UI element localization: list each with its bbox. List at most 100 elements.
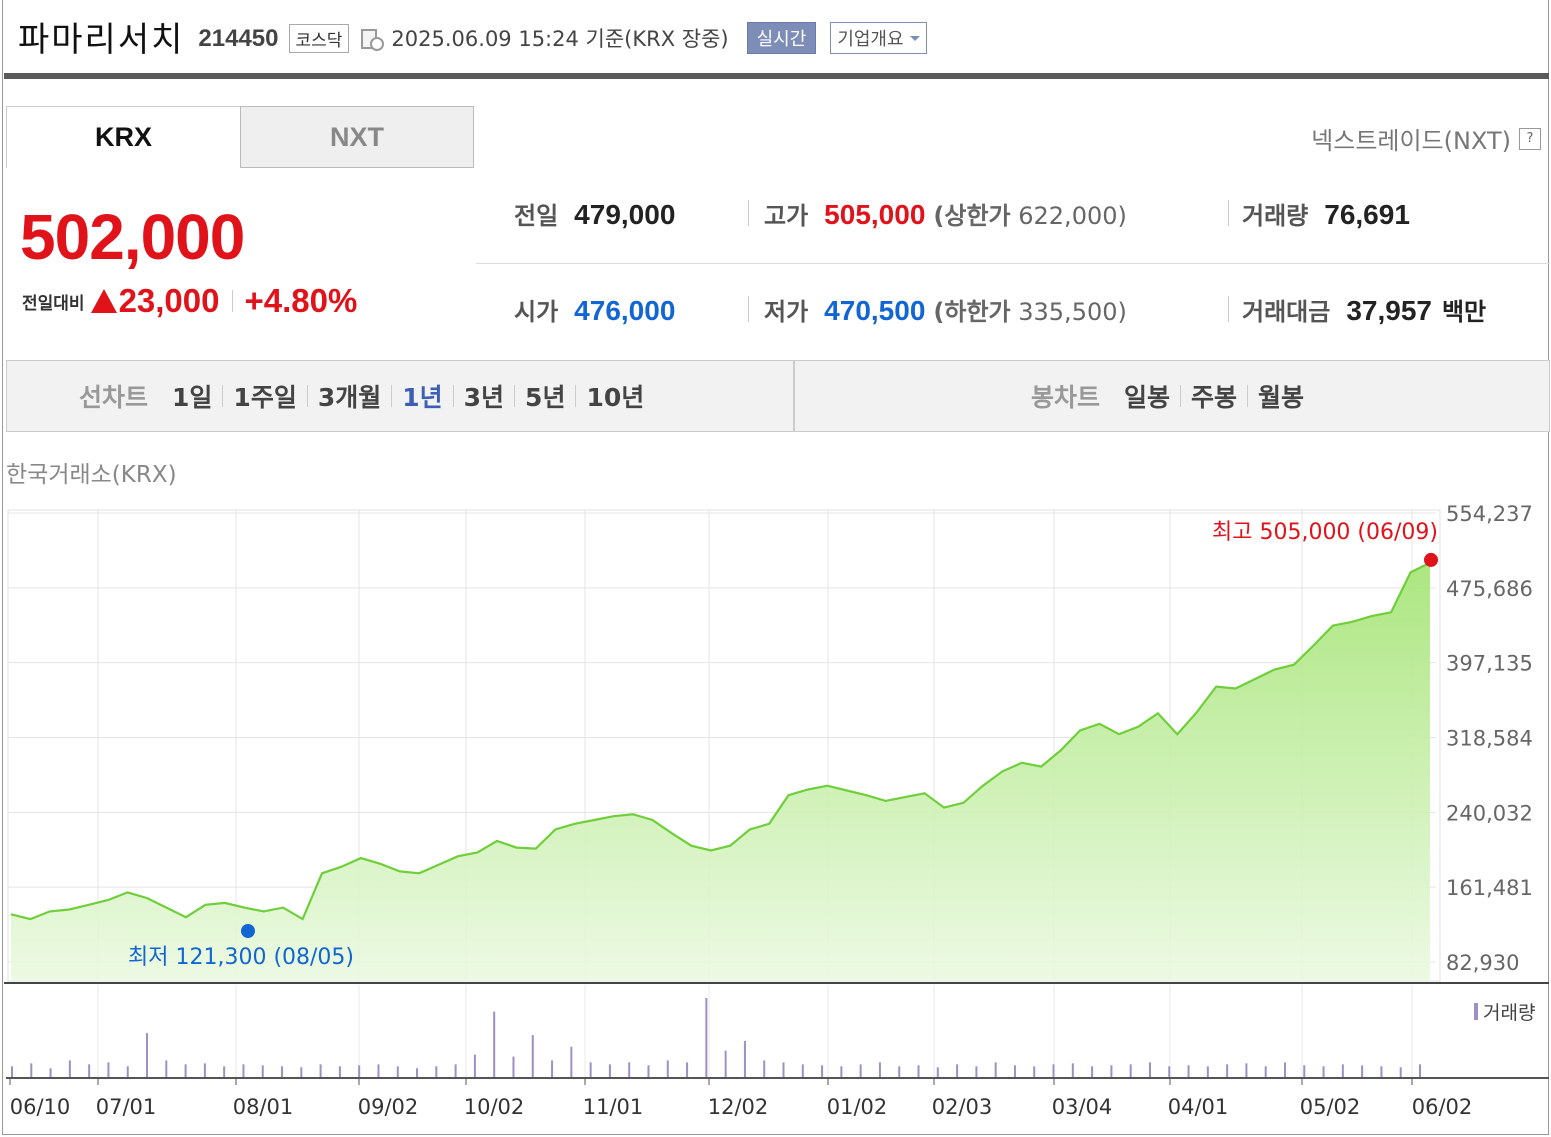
stat-amount: 거래대금 37,957 백만	[1242, 292, 1486, 327]
period-weekly[interactable]: 주봉	[1191, 383, 1238, 412]
low-marker	[241, 924, 255, 938]
upper-limit-value: 622,000)	[1018, 202, 1127, 230]
stat-separator	[1228, 200, 1229, 226]
current-price: 502,000	[20, 201, 245, 273]
candle-chart-periods: 봉차트 일봉 주봉 월봉	[1031, 361, 1314, 431]
stat-volume: 거래량 76,691	[1242, 196, 1410, 231]
line-chart-periods: 선차트 1일 1주일 3개월 1년 3년 5년 10년	[79, 361, 654, 431]
y-tick-label: 240,032	[1446, 801, 1533, 825]
company-overview-button[interactable]: 기업개요	[830, 22, 927, 54]
tab-nxt[interactable]: NXT	[240, 106, 474, 168]
stat-separator	[748, 296, 749, 322]
y-tick-label: 554,237	[1446, 502, 1533, 526]
upper-limit: (상한가 622,000)	[933, 196, 1126, 231]
change-separator	[231, 290, 233, 312]
datetime: 2025.06.09 15:24 기준(KRX 장중)	[391, 27, 729, 51]
lower-limit: (하한가 335,500)	[933, 292, 1126, 327]
stat-label: 거래대금	[1242, 298, 1331, 326]
period-separator	[575, 385, 577, 407]
stat-value: 505,000	[824, 199, 926, 230]
change-value: 23,000	[118, 282, 220, 319]
volume-legend-swatch	[1474, 1003, 1478, 1020]
stat-prev-close: 전일 479,000	[514, 196, 675, 231]
period-separator	[1247, 385, 1249, 407]
x-tick-label: 11/01	[583, 1095, 644, 1119]
header-divider	[4, 73, 1549, 79]
stat-open: 시가 476,000	[514, 292, 675, 327]
high-marker	[1424, 552, 1438, 567]
help-icon[interactable]: ?	[1519, 127, 1541, 150]
up-arrow-icon	[90, 289, 117, 313]
company-overview-label: 기업개요	[837, 29, 904, 50]
stat-label: 전일	[514, 202, 559, 230]
company-name: 파마리서치	[18, 19, 185, 60]
upper-limit-label: (상한가	[933, 202, 1011, 230]
exchange-label: 한국거래소(KRX)	[6, 462, 177, 488]
y-tick-label: 82,930	[1446, 951, 1519, 975]
stock-code: 214450	[198, 25, 279, 52]
y-tick-label: 161,481	[1446, 876, 1533, 900]
x-tick-label: 07/01	[96, 1095, 157, 1119]
stat-value: 476,000	[574, 295, 676, 326]
stat-value: 470,500	[824, 295, 926, 326]
x-tick-label: 12/02	[708, 1095, 769, 1119]
period-10y[interactable]: 10년	[586, 383, 645, 412]
realtime-button[interactable]: 실시간	[746, 22, 817, 54]
y-tick-label: 397,135	[1446, 652, 1533, 676]
x-tick-label: 09/02	[358, 1095, 419, 1119]
x-tick-label: 08/01	[233, 1095, 294, 1119]
y-tick-label: 475,686	[1446, 577, 1533, 601]
nxt-link[interactable]: 넥스트레이드(NXT) ?	[1311, 121, 1541, 156]
period-1y[interactable]: 1년	[402, 383, 443, 412]
x-tick-label: 01/02	[827, 1095, 888, 1119]
x-tick-label: 10/02	[464, 1095, 525, 1119]
stat-separator	[1228, 296, 1229, 322]
market-badge: 코스닥	[288, 23, 350, 53]
price-area	[11, 562, 1430, 980]
stat-value: 76,691	[1324, 199, 1410, 230]
x-tick-label: 03/04	[1052, 1095, 1113, 1119]
period-separator	[391, 385, 393, 407]
period-separator	[222, 385, 224, 407]
candle-chart-label: 봉차트	[1031, 383, 1101, 412]
period-1d[interactable]: 1일	[172, 383, 213, 412]
price-line	[10, 561, 1431, 921]
stats-divider	[476, 263, 1550, 264]
period-divider	[793, 361, 795, 431]
x-tick-label: 06/10	[10, 1095, 71, 1119]
tab-krx[interactable]: KRX	[6, 106, 240, 168]
lower-limit-label: (하한가	[933, 298, 1011, 326]
stat-label: 저가	[764, 298, 809, 326]
period-monthly[interactable]: 월봉	[1258, 383, 1305, 412]
period-1w[interactable]: 1주일	[233, 383, 297, 412]
stat-high: 고가 505,000 (상한가 622,000)	[764, 196, 1127, 231]
change-percent: +4.80%	[244, 282, 358, 319]
period-separator	[306, 385, 308, 407]
stat-separator	[748, 200, 749, 226]
price-change: 전일대비 23,000 +4.80%	[22, 282, 357, 320]
period-bar: 선차트 1일 1주일 3개월 1년 3년 5년 10년 봉차트 일봉 주봉 월봉	[6, 360, 1550, 432]
period-separator	[1180, 385, 1182, 407]
x-tick-label: 04/01	[1168, 1095, 1229, 1119]
stat-unit: 백만	[1441, 298, 1487, 326]
stat-low: 저가 470,500 (하한가 335,500)	[764, 292, 1127, 327]
stat-label: 시가	[514, 298, 559, 326]
x-tick-label: 02/03	[932, 1095, 993, 1119]
nxt-link-label: 넥스트레이드(NXT)	[1311, 127, 1511, 155]
period-3y[interactable]: 3년	[463, 383, 505, 412]
lower-limit-value: 335,500)	[1018, 298, 1127, 326]
period-daily[interactable]: 일봉	[1124, 383, 1171, 412]
stat-label: 거래량	[1242, 202, 1309, 230]
line-chart-label: 선차트	[79, 383, 149, 412]
x-tick-label: 05/02	[1300, 1095, 1361, 1119]
header: 파마리서치 214450 코스닥 2025.06.09 15:24 기준(KRX…	[18, 10, 927, 62]
period-3m[interactable]: 3개월	[317, 383, 382, 412]
stat-value: 479,000	[574, 199, 676, 230]
period-separator	[452, 385, 454, 407]
low-annotation: 최저 121,300 (08/05)	[128, 945, 354, 970]
change-label: 전일대비	[22, 293, 85, 314]
y-tick-label: 318,584	[1446, 726, 1533, 750]
period-5y[interactable]: 5년	[525, 383, 566, 412]
